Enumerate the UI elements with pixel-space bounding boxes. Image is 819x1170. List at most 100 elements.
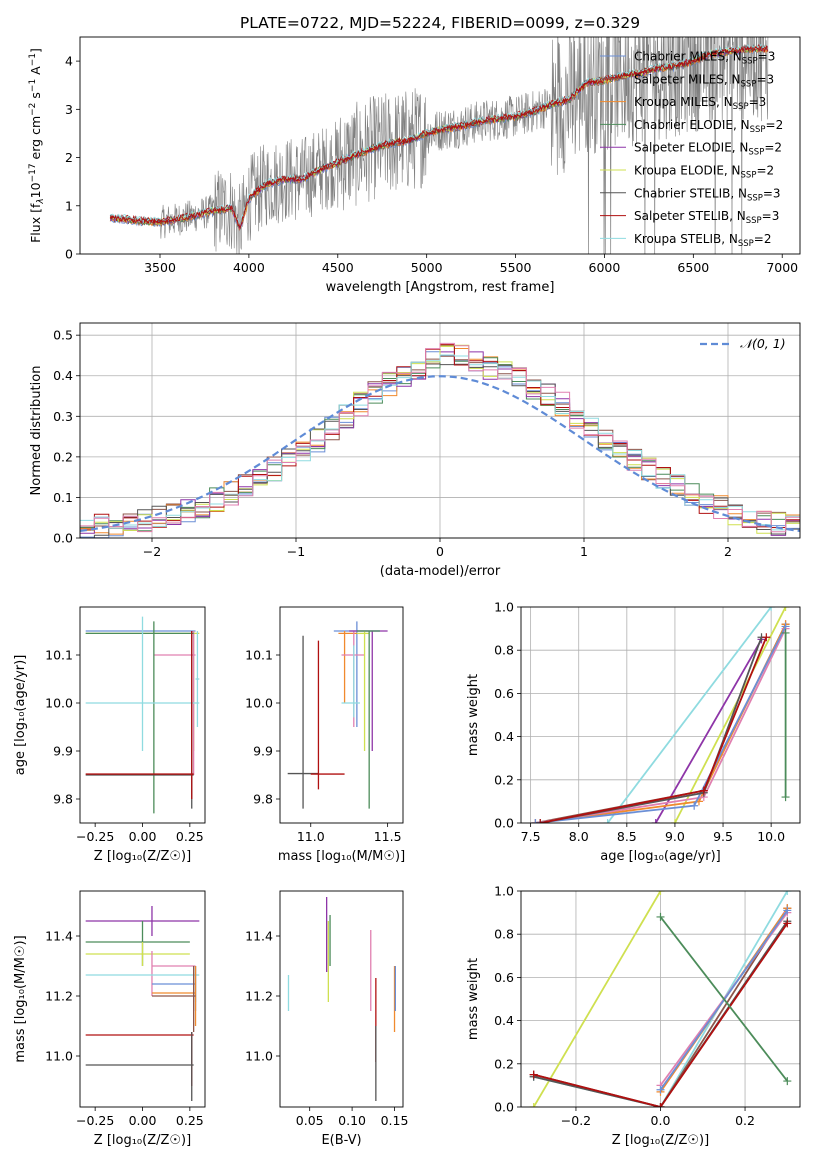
weight-line	[535, 625, 787, 823]
legend-entry: Salpeter ELODIE, NSSP=2	[634, 141, 782, 158]
y-tick-label: 9.9	[53, 744, 73, 759]
y-axis-label-part: λ	[36, 198, 46, 204]
legend-entry-name: Salpeter MILES, N	[634, 72, 741, 86]
y-tick-label: 0.0	[494, 1100, 514, 1115]
x-tick-label: 0.25	[176, 1113, 204, 1128]
weight-line	[674, 607, 787, 823]
y-tick-label: 11.4	[45, 929, 73, 944]
y-tick-label: 1.0	[494, 600, 514, 615]
weight-marker	[656, 1103, 665, 1107]
y-axis-label: age [log₁₀(age/yr)]	[13, 655, 28, 776]
legend-entry: Chabrier STELIB, NSSP=3	[634, 186, 781, 203]
y-axis-label-part: Flux [f	[28, 203, 43, 243]
weight-marker	[783, 906, 792, 915]
weight-line	[535, 623, 787, 823]
x-tick-label: 2	[724, 544, 732, 559]
axes-frame	[279, 890, 404, 1108]
legend-entry: Salpeter MILES, NSSP=3	[634, 72, 774, 89]
legend-entry-suffix: =2	[766, 118, 784, 132]
y-axis-label-part: erg cm	[28, 116, 43, 164]
legend-entry-sub: SSP	[741, 171, 757, 181]
weight-line	[535, 623, 787, 823]
axes-frame	[520, 606, 801, 824]
y-axis-label-part: ]	[28, 48, 43, 53]
plot-area	[80, 342, 800, 538]
legend-entry-suffix: =3	[762, 209, 780, 223]
legend-entry-name: Chabrier ELODIE, N	[634, 118, 750, 132]
histogram-series	[80, 342, 800, 538]
weight-line	[533, 922, 789, 1107]
legend-entry-sub: SSP	[748, 148, 764, 158]
plot-area	[85, 616, 200, 814]
plot-area	[529, 891, 792, 1107]
y-tick-label: 10.1	[45, 648, 73, 663]
legend-entry: Kroupa STELIB, NSSP=2	[634, 232, 772, 249]
y-tick-label: 11.0	[245, 1049, 273, 1064]
weight-marker	[783, 919, 792, 928]
x-tick-label: 5500	[500, 260, 532, 275]
y-axis-label: mass weight	[466, 674, 481, 756]
y-tick-label: 10.0	[45, 696, 73, 711]
y-tick-label: 1	[65, 198, 73, 213]
spectrum-data-line	[109, 37, 769, 254]
legend-entry-suffix: =2	[754, 232, 772, 246]
x-tick-label: 0.15	[381, 1113, 409, 1128]
y-axis-label-part: A	[28, 66, 43, 79]
y-tick-label: 9.8	[53, 792, 73, 807]
legend-entry: Chabrier MILES, NSSP=3	[634, 50, 775, 67]
x-tick-label: 4500	[322, 260, 354, 275]
y-tick-label: 10.0	[245, 696, 273, 711]
weight-marker	[656, 1085, 665, 1094]
y-axis-label: Flux [fλ10−17 erg cm−2 s−1 A−1]	[28, 48, 46, 243]
weight-line	[532, 891, 662, 1107]
weight-marker	[651, 819, 660, 823]
weight-marker	[781, 793, 790, 802]
legend-entry-suffix: =3	[758, 50, 776, 64]
legend-entry-sub: SSP	[746, 216, 762, 226]
y-axis-label: mass [log₁₀(M/M☉)]	[13, 935, 28, 1062]
y-axis-label-part: 10	[28, 182, 43, 198]
legend-entry-name: Kroupa MILES, N	[634, 95, 733, 109]
y-tick-label: 0.5	[53, 328, 73, 343]
x-tick-label: 0.0	[651, 1113, 671, 1128]
plot-area	[109, 37, 769, 254]
x-tick-label: 5000	[411, 260, 443, 275]
axes-frame	[79, 36, 801, 255]
y-tick-label: 0.4	[53, 368, 73, 383]
y-tick-label: 11.0	[45, 1049, 73, 1064]
spectrum-model-line	[109, 43, 768, 226]
y-axis-label-part: −1	[28, 79, 38, 92]
legend-entry-suffix: =3	[749, 95, 767, 109]
mass-vs-ebv-chart: 0.05 0.10 0.15 11.0 11.2 11.4 E(B-V)	[245, 890, 409, 1148]
y-tick-label: 4	[65, 54, 73, 69]
x-tick-label: 0.25	[176, 829, 204, 844]
x-tick-label: 7.5	[521, 829, 541, 844]
plot-area	[287, 897, 397, 1101]
x-tick-label: −0.25	[76, 829, 114, 844]
y-tick-label: 11.4	[245, 929, 273, 944]
spectrum-chart: 3500 4000 4500 5000 5500 6000 6500 7000 0 1 2 3 4 wav…	[28, 36, 801, 295]
legend-entry: Kroupa ELODIE, NSSP=2	[634, 164, 774, 181]
legend-entry-suffix: =3	[763, 186, 781, 200]
y-tick-label: 11.2	[45, 989, 73, 1004]
legend-entry-suffix: =3	[756, 72, 774, 86]
x-tick-label: −2	[143, 544, 161, 559]
x-tick-label: −0.2	[561, 1113, 591, 1128]
x-tick-label: 0.05	[296, 1113, 324, 1128]
x-tick-label: 0.2	[735, 1113, 755, 1128]
x-tick-label: 4000	[233, 260, 265, 275]
x-tick-label: 9.5	[713, 829, 733, 844]
weight-marker	[699, 786, 708, 795]
weight-marker	[670, 819, 679, 823]
x-axis-label: age [log₁₀(age/yr)]	[600, 849, 721, 864]
legend-entry-sub: SSP	[750, 125, 766, 135]
x-axis-label: Z [log₁₀(Z/Z☉)]	[94, 1133, 191, 1148]
y-axis-label-part: −2	[28, 103, 38, 116]
x-tick-label: 8.0	[569, 829, 589, 844]
figure-title: PLATE=0722, MJD=52224, FIBERID=0099, z=0…	[240, 14, 640, 32]
y-tick-label: 0.0	[494, 816, 514, 831]
y-tick-label: 1.0	[494, 884, 514, 899]
weight-line	[659, 916, 789, 1082]
